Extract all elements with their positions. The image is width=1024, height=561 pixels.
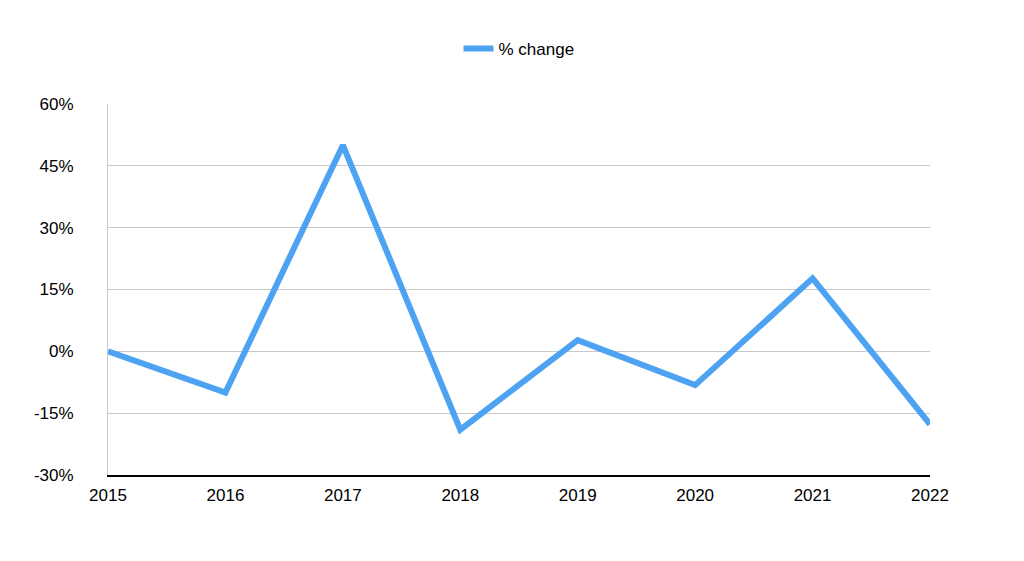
svg-text:2018: 2018 (441, 486, 479, 505)
svg-text:2016: 2016 (207, 486, 245, 505)
svg-text:2020: 2020 (676, 486, 714, 505)
svg-text:0%: 0% (49, 342, 74, 361)
svg-text:2022: 2022 (911, 486, 949, 505)
svg-text:2015: 2015 (89, 486, 127, 505)
svg-text:-15%: -15% (34, 404, 74, 423)
svg-text:60%: 60% (40, 95, 74, 114)
svg-text:30%: 30% (40, 219, 74, 238)
svg-text:2019: 2019 (559, 486, 597, 505)
svg-text:% change: % change (499, 40, 575, 59)
svg-text:2017: 2017 (324, 486, 362, 505)
svg-text:2021: 2021 (794, 486, 832, 505)
svg-text:15%: 15% (40, 280, 74, 299)
svg-text:45%: 45% (40, 157, 74, 176)
svg-text:-30%: -30% (34, 466, 74, 485)
